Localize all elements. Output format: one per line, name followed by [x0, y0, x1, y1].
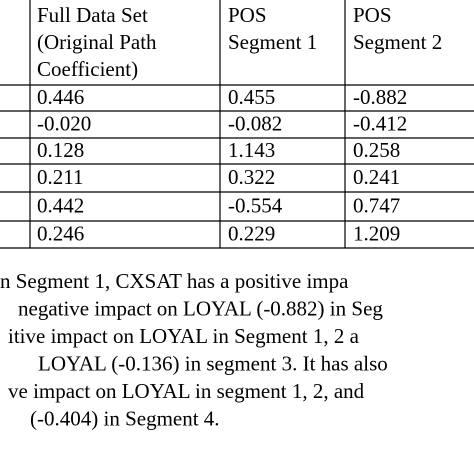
paragraph-line: negative impact on LOYAL (-0.882) in Seg	[18, 296, 383, 320]
table-borders	[29, 0, 346, 248]
table-cell: 0.322	[228, 165, 275, 189]
table-cell: 0.747	[353, 193, 400, 217]
table-cell: 0.258	[353, 138, 400, 162]
table-cell: 0.446	[37, 85, 84, 109]
table-cell: 0.229	[228, 221, 275, 245]
table-cell: 1.143	[228, 138, 275, 162]
table-cell: 0.442	[37, 193, 84, 217]
paragraph-line: (-0.404) in Segment 4.	[30, 406, 220, 430]
table-cell: 0.246	[37, 221, 84, 245]
table-cell: 0.128	[37, 138, 84, 162]
table-cell: -0.020	[37, 111, 91, 135]
header-cell-line: Full Data Set	[37, 3, 148, 27]
table-cell: 1.209	[353, 221, 400, 245]
paragraph-line: LOYAL (-0.136) in segment 3. It has also	[38, 351, 388, 375]
header-cell-line: POS	[353, 3, 392, 27]
table-cell: 0.455	[228, 85, 275, 109]
table-cell: -0.082	[228, 111, 282, 135]
table-cell: 0.241	[353, 165, 400, 189]
paragraph-line: ve impact on LOYAL in segment 1, 2, and	[8, 379, 365, 403]
header-cell-line: Coefficient)	[37, 57, 138, 81]
table-cell: 0.211	[37, 165, 83, 189]
header-cell-line: POS	[228, 3, 267, 27]
paragraph-line: itive impact on LOYAL in Segment 1, 2 a	[8, 324, 360, 348]
header-cell-line: (Original Path	[37, 30, 157, 54]
table-cell: -0.554	[228, 193, 283, 217]
paragraph-line: n Segment 1, CXSAT has a positive impa	[0, 269, 349, 293]
header-cell-line: Segment 2	[353, 30, 442, 54]
header-cell-line: Segment 1	[228, 30, 317, 54]
table-cell: -0.882	[353, 85, 407, 109]
table-cell: -0.412	[353, 111, 407, 135]
